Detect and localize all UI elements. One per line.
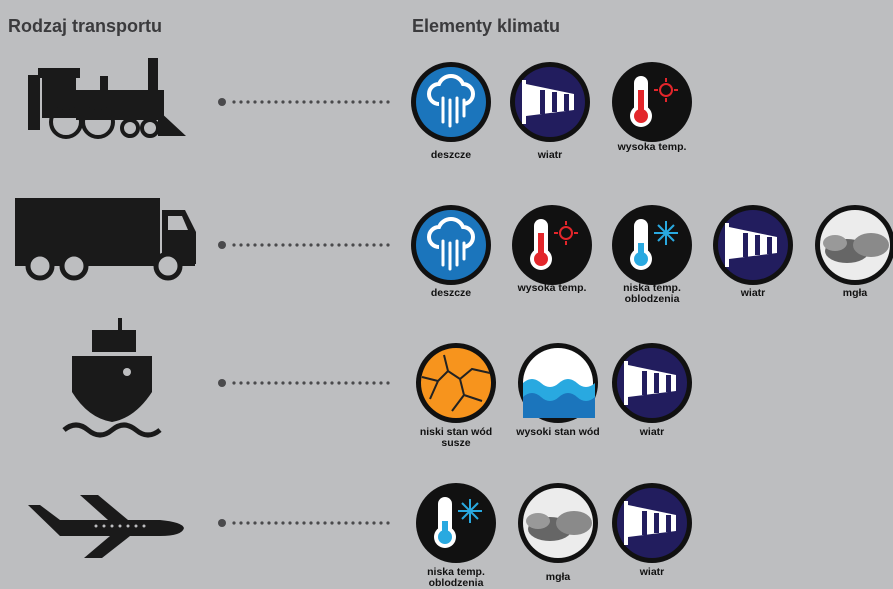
label: wysoka temp.	[617, 141, 687, 153]
train-icon	[28, 58, 186, 137]
connector	[218, 519, 390, 527]
icon-rain	[411, 205, 491, 285]
icon-fog	[518, 483, 598, 563]
label: wysoka temp.	[517, 282, 587, 294]
connector	[218, 379, 390, 387]
label: mgła	[843, 287, 868, 299]
truck-icon	[15, 198, 196, 278]
label: wysoki stan wód	[515, 426, 599, 438]
infographic: Rodzaj transportu Elementy klimatu deszc…	[0, 0, 893, 589]
header-climate: Elementy klimatu	[412, 16, 560, 36]
label: deszcze	[431, 287, 471, 299]
icon-wind	[612, 343, 692, 423]
icon-rain	[411, 62, 491, 142]
icon-drought	[416, 343, 496, 423]
icon-flood	[518, 343, 598, 423]
icon-wind	[510, 62, 590, 142]
icon-wind	[713, 205, 793, 285]
icon-cold	[416, 483, 496, 563]
icon-hot	[612, 62, 692, 142]
label: wiatr	[537, 149, 563, 161]
connector	[218, 241, 390, 249]
icon-cold	[612, 205, 692, 285]
icon-wind	[612, 483, 692, 563]
header-transport: Rodzaj transportu	[8, 16, 162, 36]
label: mgła	[546, 571, 571, 583]
icon-hot	[512, 205, 592, 285]
icon-fog	[815, 205, 893, 285]
plane-icon	[28, 495, 184, 558]
label: oblodzenia	[625, 293, 680, 305]
label: wiatr	[639, 426, 665, 438]
connector	[218, 98, 390, 106]
label: deszcze	[431, 149, 471, 161]
page: Rodzaj transportu Elementy klimatu deszc…	[0, 0, 893, 589]
label: oblodzenia	[429, 577, 484, 589]
ship-icon	[64, 318, 160, 435]
label: wiatr	[740, 287, 766, 299]
label: wiatr	[639, 566, 665, 578]
label: susze	[441, 437, 470, 449]
